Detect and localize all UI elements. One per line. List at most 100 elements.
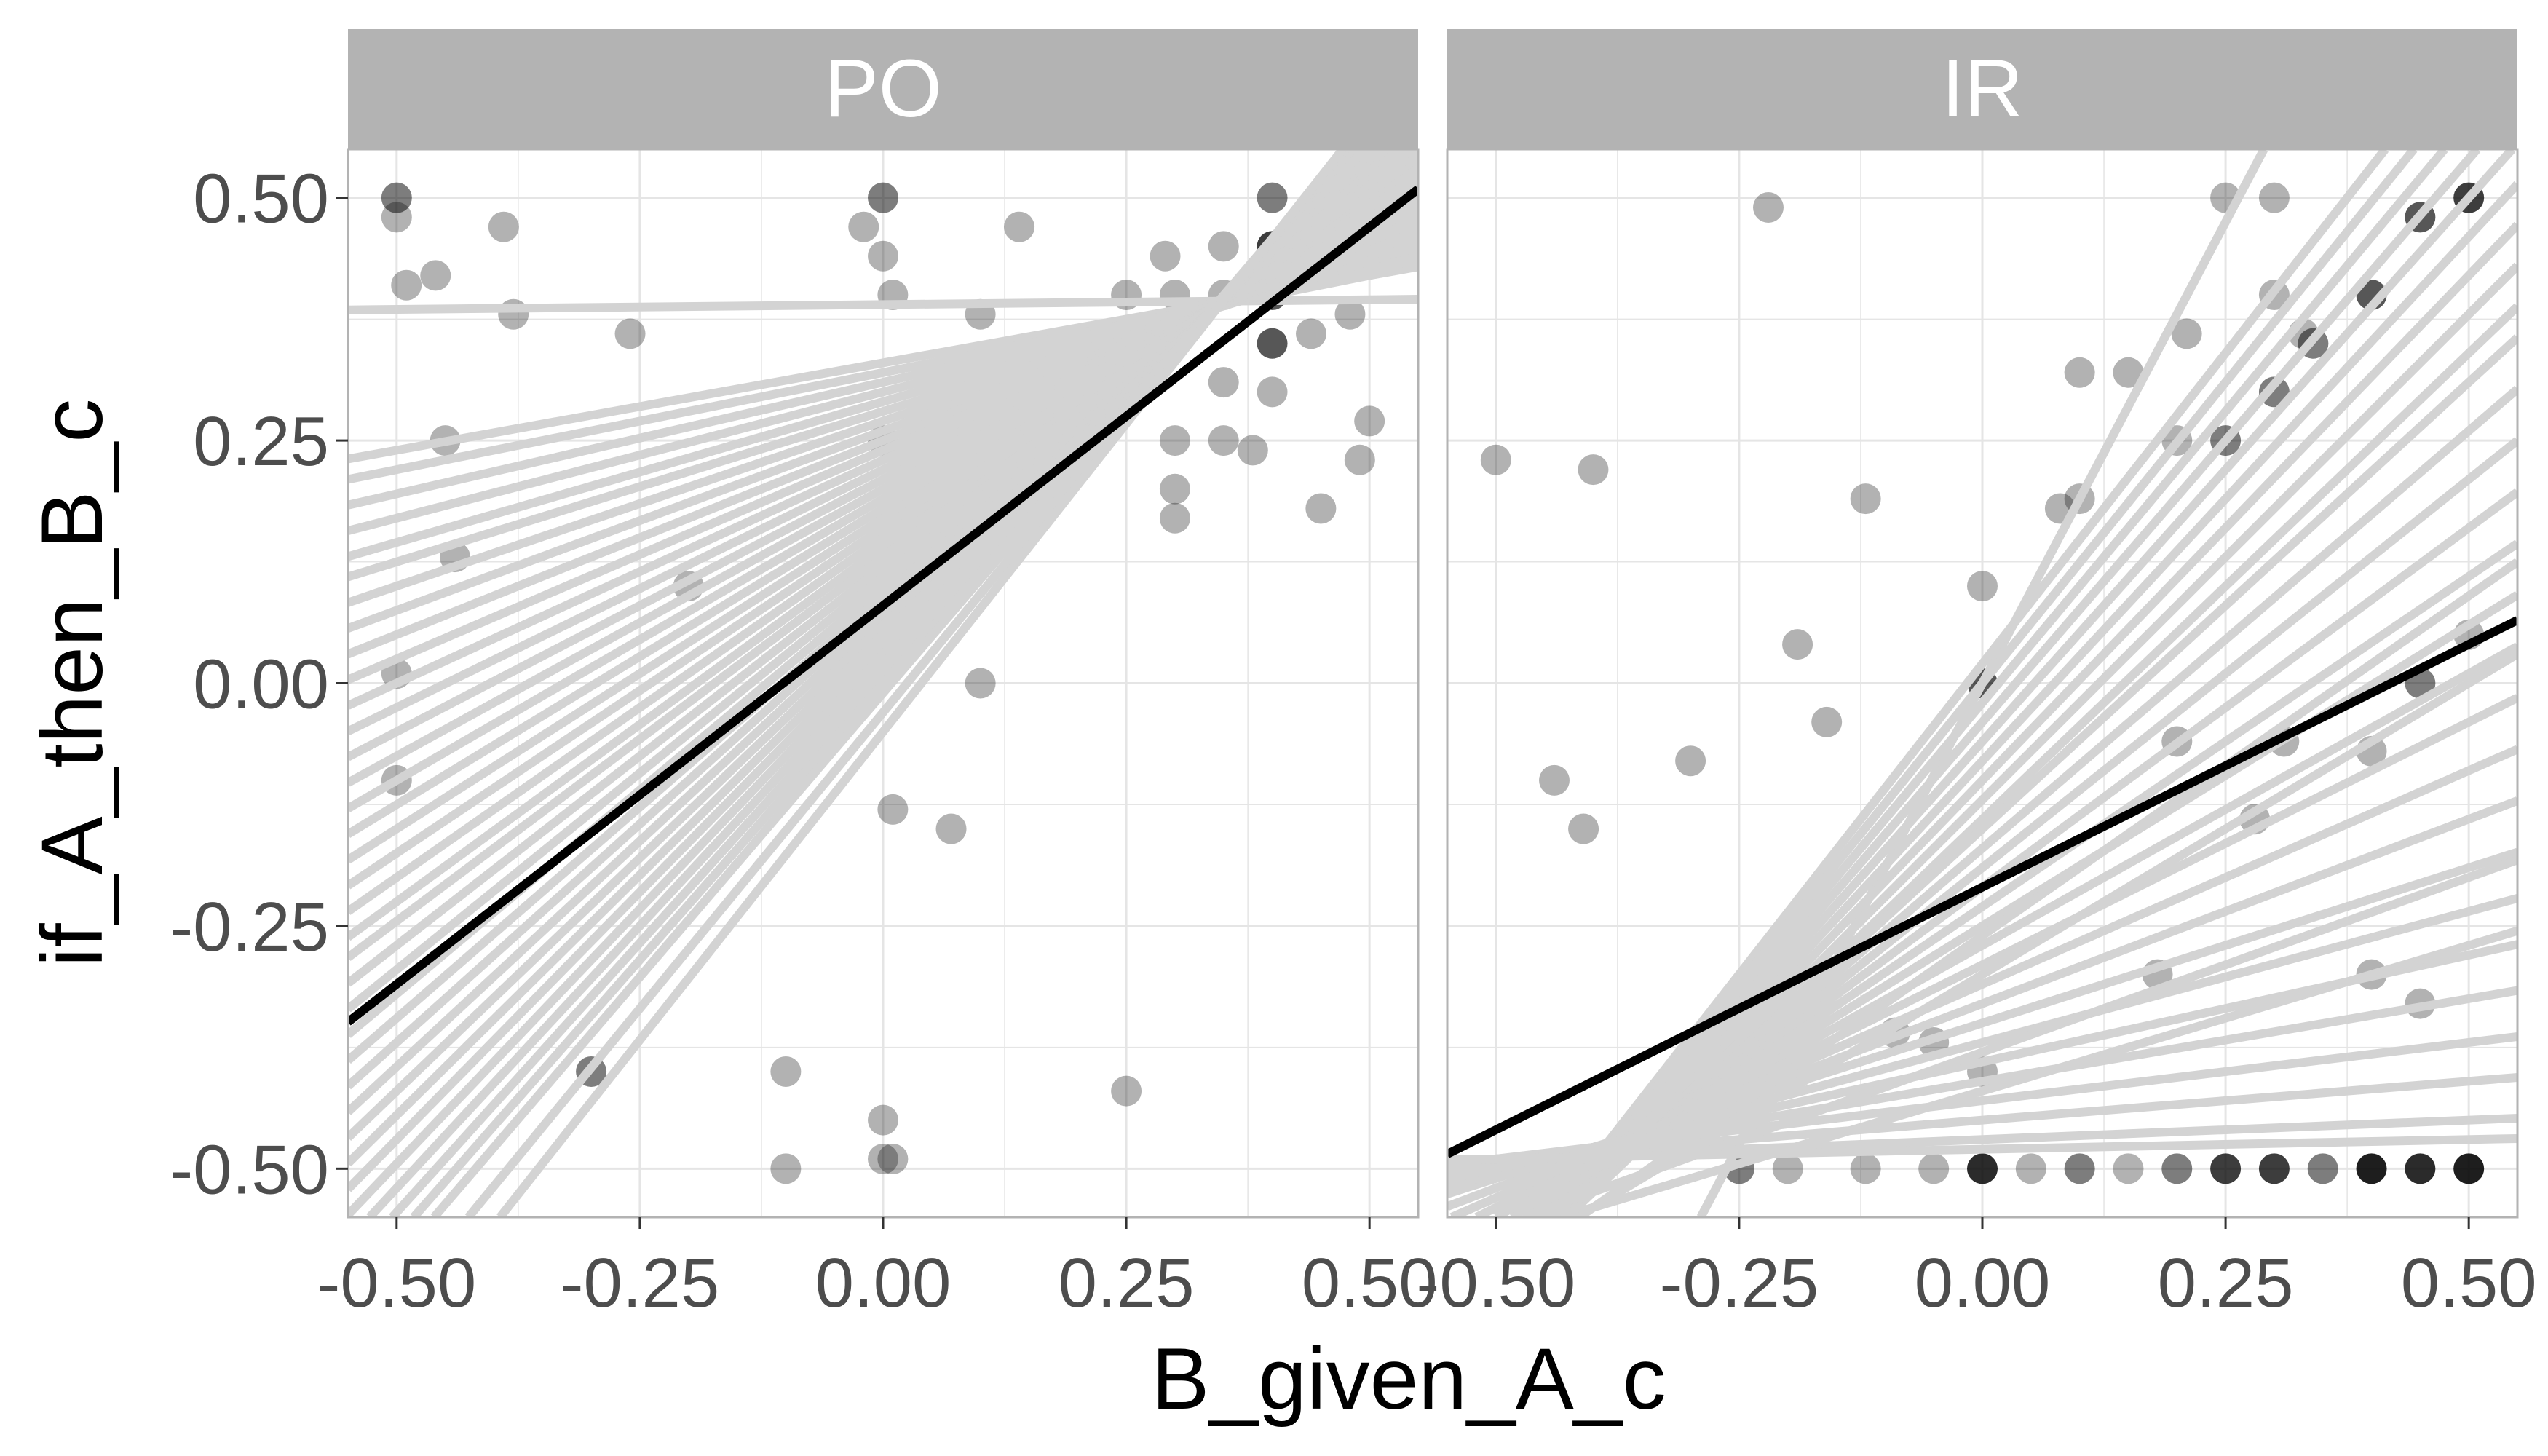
panel-data xyxy=(1447,149,2517,1217)
facet-strip-label: PO xyxy=(824,43,942,134)
facet-panels: PO IR xyxy=(347,29,2519,1219)
data-point xyxy=(1159,473,1190,505)
fixed-effect-line xyxy=(348,185,1418,1026)
data-point xyxy=(1257,182,1288,213)
data-point xyxy=(2064,357,2095,388)
data-point xyxy=(1159,502,1190,534)
data-point xyxy=(614,318,646,349)
data-point xyxy=(1850,483,1881,515)
data-point xyxy=(1257,328,1288,359)
participant-regression-line xyxy=(1553,149,2516,1217)
data-point xyxy=(1539,764,1570,796)
data-point xyxy=(2405,1153,2436,1184)
participant-regression-line xyxy=(1521,855,2517,1217)
x-axis-title: B_given_A_c xyxy=(1151,1330,1666,1428)
data-point xyxy=(391,269,422,301)
participant-regression-line xyxy=(1561,262,2517,1217)
data-point xyxy=(1150,240,1181,272)
data-point xyxy=(1004,211,1035,242)
y-tick-label: 0.25 xyxy=(193,403,329,480)
fixed-effect-line xyxy=(1447,616,2517,1158)
x-tick-label: 0.00 xyxy=(1915,1244,2051,1322)
data-point xyxy=(1850,1153,1881,1184)
y-axis-title: if_A_then_B_c xyxy=(23,399,121,968)
data-point xyxy=(1208,231,1239,262)
panel-data xyxy=(348,149,1418,1217)
data-point xyxy=(1344,444,1375,475)
y-tick-label: -0.50 xyxy=(170,1131,329,1208)
participant-regression-line xyxy=(496,149,1347,1217)
x-tick-label: 0.25 xyxy=(1059,1244,1195,1322)
participant-regression-line xyxy=(1546,149,2389,1217)
participant-regression-line xyxy=(1556,181,2517,1217)
data-point xyxy=(2113,1153,2144,1184)
data-point xyxy=(2113,357,2144,388)
participant-regression-line xyxy=(1447,1032,2517,1169)
data-point xyxy=(1772,1153,1803,1184)
data-point xyxy=(2015,1153,2046,1184)
participant-regression-line xyxy=(1559,926,2517,1217)
participant-regression-line xyxy=(1549,149,2448,1217)
y-tick-label: 0.00 xyxy=(193,646,329,724)
data-point xyxy=(488,211,519,242)
participant-regression-line xyxy=(1447,1133,2517,1165)
facet-strip-label: IR xyxy=(1942,43,2023,134)
data-point xyxy=(2307,1153,2338,1184)
panel-ir: IR xyxy=(1446,29,2519,1219)
data-point xyxy=(1257,376,1288,408)
y-tick-label: -0.25 xyxy=(170,888,329,966)
data-point xyxy=(381,202,412,233)
data-point xyxy=(1159,425,1190,456)
data-point xyxy=(868,1104,898,1136)
data-point xyxy=(2356,1153,2387,1184)
participant-regression-line xyxy=(1558,221,2517,1217)
participant-regression-line xyxy=(1447,1072,2517,1168)
data-point xyxy=(1208,367,1239,398)
data-point xyxy=(1967,1153,1998,1184)
facet-strip xyxy=(348,29,1418,149)
data-point xyxy=(2258,1153,2290,1184)
data-point xyxy=(770,1056,802,1087)
data-point xyxy=(381,182,412,213)
data-point xyxy=(1568,813,1599,844)
data-point xyxy=(770,1153,802,1184)
data-point xyxy=(1354,405,1385,437)
data-point xyxy=(1296,318,1326,349)
data-point xyxy=(2210,1153,2242,1184)
data-point xyxy=(1480,444,1511,475)
data-point xyxy=(1811,706,1843,737)
data-point xyxy=(2064,1153,2095,1184)
x-tick-label: -0.25 xyxy=(1660,1244,1819,1322)
participant-regression-line xyxy=(1547,149,2418,1217)
data-point xyxy=(498,298,529,330)
data-point xyxy=(1111,1075,1142,1107)
y-tick-label: 0.50 xyxy=(193,160,329,238)
data-point xyxy=(848,211,879,242)
x-tick-label: -0.50 xyxy=(317,1244,476,1322)
data-point xyxy=(1208,425,1239,456)
facet-strip xyxy=(1447,29,2517,149)
data-point xyxy=(877,1143,909,1174)
data-point xyxy=(1675,745,1706,777)
panel-po: PO xyxy=(347,29,1420,1219)
data-point xyxy=(2171,318,2202,349)
data-point xyxy=(1305,493,1337,524)
data-point xyxy=(420,260,451,291)
data-point xyxy=(1782,629,1813,660)
data-point xyxy=(1334,298,1366,330)
x-tick-label: 0.50 xyxy=(1302,1244,1438,1322)
x-tick-label: 0.25 xyxy=(2158,1244,2294,1322)
x-tick-label: -0.50 xyxy=(1416,1244,1575,1322)
x-tick-label: 0.00 xyxy=(815,1244,951,1322)
data-point xyxy=(1967,571,1998,602)
x-tick-label: -0.25 xyxy=(561,1244,720,1322)
participant-regression-line xyxy=(1551,149,2481,1217)
data-point xyxy=(2161,1153,2193,1184)
participant-regression-line xyxy=(1576,558,2517,1217)
data-point xyxy=(1918,1153,1950,1184)
data-point xyxy=(877,794,909,825)
data-point xyxy=(1753,192,1784,223)
data-point xyxy=(868,240,898,272)
data-point xyxy=(965,668,996,699)
